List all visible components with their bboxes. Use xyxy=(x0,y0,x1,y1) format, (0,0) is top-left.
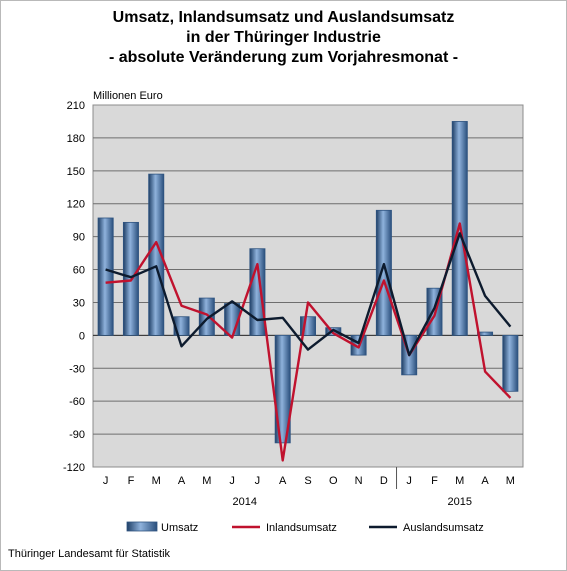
legend-label-umsatz: Umsatz xyxy=(161,522,198,534)
x-tick-label: M xyxy=(506,475,515,487)
bar-umsatz xyxy=(249,248,266,336)
x-tick-label: J xyxy=(229,475,235,487)
y-tick-label: 0 xyxy=(79,330,85,342)
y-tick-label: 210 xyxy=(67,100,85,112)
bar-umsatz xyxy=(97,217,114,336)
y-tick-label: -60 xyxy=(69,396,85,408)
y-tick-label: 180 xyxy=(67,133,85,145)
x-tick-label: F xyxy=(431,475,438,487)
x-tick-label: M xyxy=(202,475,211,487)
legend-label-inlandsumsatz: Inlandsumsatz xyxy=(266,522,337,534)
bar-umsatz xyxy=(375,209,392,336)
x-tick-label: N xyxy=(355,475,363,487)
y-tick-label: 90 xyxy=(73,232,85,244)
x-tick-label: S xyxy=(304,475,311,487)
y-axis-label: Millionen Euro xyxy=(93,90,163,102)
y-tick-label: -120 xyxy=(63,462,85,474)
x-tick-label: M xyxy=(455,475,464,487)
bar-umsatz xyxy=(502,334,519,392)
x-tick-label: J xyxy=(406,475,412,487)
y-tick-label: -90 xyxy=(69,429,85,441)
y-tick-label: 60 xyxy=(73,265,85,277)
legend-label-auslandsumsatz: Auslandsumsatz xyxy=(403,522,484,534)
year-label: 2015 xyxy=(448,496,472,508)
plot-area xyxy=(92,104,524,468)
chart-subtitle: - absolute Veränderung zum Vorjahresmona… xyxy=(108,49,459,66)
chart-title-line-1: Umsatz, Inlandsumsatz und Auslandsumsatz xyxy=(112,9,455,26)
bar-umsatz xyxy=(198,297,215,336)
y-tick-label: -30 xyxy=(69,363,85,375)
chart-title-line-2: in der Thüringer Industrie xyxy=(186,29,381,46)
x-tick-label: A xyxy=(481,475,489,487)
x-tick-label: A xyxy=(178,475,186,487)
line-auslandsumsatz xyxy=(105,232,512,357)
y-tick-label: 30 xyxy=(73,297,85,309)
source-note: Thüringer Landesamt für Statistik xyxy=(8,548,171,560)
year-label: 2014 xyxy=(233,496,257,508)
y-tick-label: 120 xyxy=(67,199,85,211)
x-tick-label: O xyxy=(329,475,338,487)
x-tick-label: J xyxy=(103,475,109,487)
y-tick-label: 150 xyxy=(67,166,85,178)
x-tick-label: F xyxy=(128,475,135,487)
legend-swatch-umsatz xyxy=(126,521,158,532)
x-tick-label: D xyxy=(380,475,388,487)
x-tick-label: A xyxy=(279,475,287,487)
x-tick-label: J xyxy=(255,475,261,487)
bar-umsatz xyxy=(274,334,291,444)
x-tick-label: M xyxy=(152,475,161,487)
